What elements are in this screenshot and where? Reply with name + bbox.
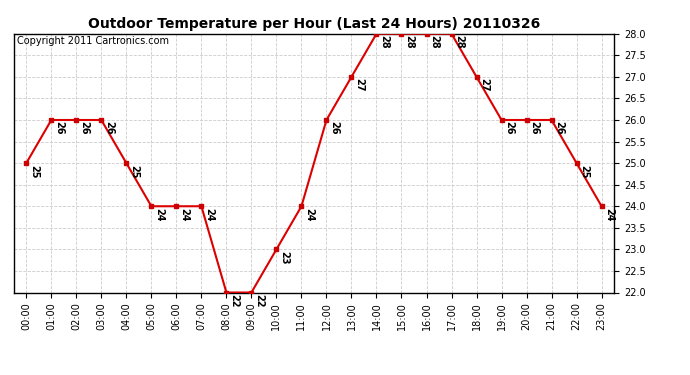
Text: 26: 26: [529, 122, 540, 135]
Text: 26: 26: [554, 122, 564, 135]
Title: Outdoor Temperature per Hour (Last 24 Hours) 20110326: Outdoor Temperature per Hour (Last 24 Ho…: [88, 17, 540, 31]
Text: 27: 27: [480, 78, 489, 92]
Text: 25: 25: [580, 165, 589, 178]
Text: 24: 24: [204, 208, 214, 221]
Text: 28: 28: [429, 35, 440, 49]
Text: 25: 25: [29, 165, 39, 178]
Text: 24: 24: [304, 208, 314, 221]
Text: 24: 24: [154, 208, 164, 221]
Text: 24: 24: [179, 208, 189, 221]
Text: 28: 28: [380, 35, 389, 49]
Text: 27: 27: [354, 78, 364, 92]
Text: 26: 26: [79, 122, 89, 135]
Text: 28: 28: [404, 35, 414, 49]
Text: 23: 23: [279, 251, 289, 264]
Text: 22: 22: [229, 294, 239, 307]
Text: 28: 28: [454, 35, 464, 49]
Text: 25: 25: [129, 165, 139, 178]
Text: 22: 22: [254, 294, 264, 307]
Text: Copyright 2011 Cartronics.com: Copyright 2011 Cartronics.com: [17, 36, 169, 46]
Text: 26: 26: [54, 122, 64, 135]
Text: 24: 24: [604, 208, 614, 221]
Text: 26: 26: [329, 122, 339, 135]
Text: 26: 26: [504, 122, 514, 135]
Text: 26: 26: [104, 122, 114, 135]
